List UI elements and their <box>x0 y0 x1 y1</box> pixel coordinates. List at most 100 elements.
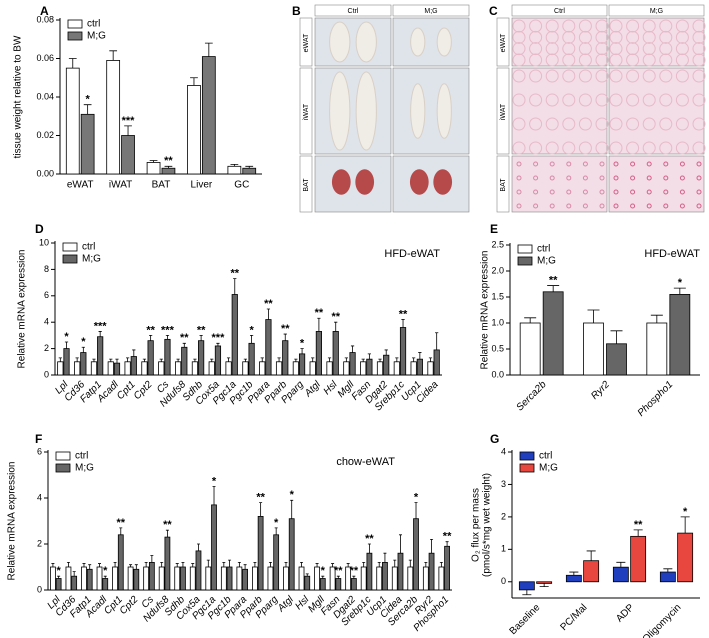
bar <box>518 581 535 591</box>
y-axis-label: Relative mRNA expression <box>480 251 491 370</box>
legend-label: M;G <box>87 31 106 42</box>
cell <box>533 203 539 209</box>
cell <box>562 19 576 33</box>
cell <box>545 141 559 155</box>
error-bar <box>435 332 439 350</box>
y-axis-label: Relative mRNA expression <box>17 250 28 369</box>
bar <box>198 340 205 376</box>
bar <box>343 361 350 376</box>
cell <box>675 141 689 155</box>
bar <box>80 113 95 175</box>
bar <box>267 566 274 591</box>
legend-swatch <box>55 451 71 461</box>
error-bar <box>547 285 560 292</box>
error-bar <box>539 583 549 588</box>
cell <box>613 203 619 209</box>
error-bar <box>160 562 164 567</box>
bar <box>164 338 171 376</box>
column-label: M;G <box>424 8 437 15</box>
error-bar <box>284 562 288 567</box>
panel-letter: C <box>489 4 498 18</box>
error-bar <box>226 357 231 362</box>
y-tick-label: 0.0 <box>491 369 504 379</box>
error-bar <box>64 341 69 349</box>
cell <box>675 93 689 107</box>
column-header <box>392 4 470 17</box>
error-bar <box>149 335 153 341</box>
chart-title: HFD-eWAT <box>644 248 700 260</box>
error-bar <box>524 317 537 323</box>
bar <box>565 574 582 583</box>
bar <box>174 566 181 591</box>
bar <box>236 566 243 591</box>
error-bar <box>430 539 434 554</box>
bar <box>309 361 316 376</box>
legend-swatch <box>55 463 71 473</box>
error-bar <box>367 543 371 554</box>
significance: * <box>56 565 61 577</box>
legend-swatch <box>519 463 535 473</box>
error-bar <box>361 358 365 362</box>
cell <box>646 175 652 181</box>
significance: * <box>85 94 90 106</box>
cell <box>562 141 576 155</box>
x-tick-label: ADP <box>614 602 637 625</box>
error-bar <box>142 358 147 362</box>
cell <box>696 175 702 181</box>
legend-label: ctrl <box>539 451 552 462</box>
bar <box>146 162 161 175</box>
cell <box>609 117 623 131</box>
error-bar <box>393 559 397 567</box>
cell <box>642 141 656 155</box>
error-bar <box>586 550 596 561</box>
bar <box>242 361 249 376</box>
error-bar <box>159 358 163 362</box>
cell <box>642 30 656 44</box>
column-header <box>511 4 608 17</box>
error-bar <box>344 357 348 362</box>
error-bar <box>327 357 332 362</box>
error-bar <box>228 559 232 567</box>
bar <box>201 56 216 175</box>
cell <box>516 189 522 195</box>
cell <box>642 19 656 33</box>
significance: ** <box>163 519 172 531</box>
error-bar <box>249 335 254 344</box>
bar <box>148 562 155 591</box>
error-bar <box>204 42 213 57</box>
bar <box>214 345 222 376</box>
cell <box>578 42 592 56</box>
bar <box>121 135 135 175</box>
cell <box>675 19 689 33</box>
bar <box>158 566 165 591</box>
y-tick-label: 2 <box>44 343 49 353</box>
bar <box>102 578 109 591</box>
error-bar <box>384 349 388 356</box>
bar <box>106 60 121 175</box>
bar <box>376 361 384 376</box>
cell <box>696 161 702 167</box>
error-bar <box>412 357 416 362</box>
error-bar <box>222 562 226 567</box>
error-bar <box>66 562 70 567</box>
cell <box>692 53 706 67</box>
bar <box>391 566 398 591</box>
error-bar <box>418 352 422 360</box>
bar <box>65 67 80 175</box>
y-tick-label: 0.04 <box>36 91 54 101</box>
y-tick-label: 6 <box>44 290 49 300</box>
chart-title: chow-eWAT <box>336 456 395 468</box>
bar <box>208 361 215 376</box>
cell <box>692 141 706 155</box>
legend-label: ctrl <box>82 242 95 253</box>
significance: ** <box>117 517 126 529</box>
error-bar <box>266 308 271 320</box>
legend-label: ctrl <box>537 244 550 255</box>
error-bar <box>383 552 387 563</box>
row-label: BAT <box>303 178 310 192</box>
cell <box>529 30 543 44</box>
x-tick-label: Oligomycin <box>641 602 684 638</box>
cell <box>578 117 592 131</box>
bar <box>413 518 419 591</box>
